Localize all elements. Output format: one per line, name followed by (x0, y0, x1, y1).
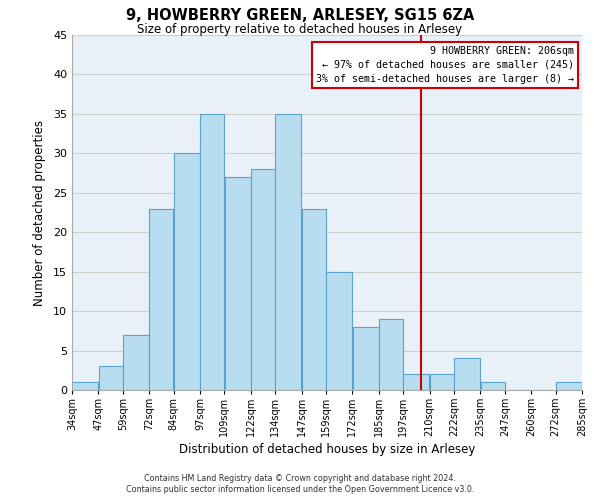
Bar (379, 319, 403, 390)
Bar (98, 366, 122, 390)
Text: 9 HOWBERRY GREEN: 206sqm
← 97% of detached houses are smaller (245)
3% of semi-d: 9 HOWBERRY GREEN: 206sqm ← 97% of detach… (316, 46, 574, 84)
Text: Size of property relative to detached houses in Arlesey: Size of property relative to detached ho… (137, 22, 463, 36)
Y-axis label: Number of detached properties: Number of detached properties (33, 120, 46, 306)
Bar (430, 374, 454, 390)
Text: 9, HOWBERRY GREEN, ARLESEY, SG15 6ZA: 9, HOWBERRY GREEN, ARLESEY, SG15 6ZA (126, 8, 474, 22)
Bar (200, 114, 224, 390)
Bar (174, 154, 200, 390)
Bar (251, 169, 275, 390)
Bar (302, 208, 326, 390)
Bar (224, 177, 251, 390)
Bar (403, 374, 430, 390)
X-axis label: Distribution of detached houses by size in Arlesey: Distribution of detached houses by size … (179, 444, 475, 456)
Bar (326, 272, 352, 390)
Bar (149, 208, 173, 390)
Bar (72, 382, 98, 390)
Bar (353, 327, 379, 390)
Bar (454, 358, 480, 390)
Bar (123, 335, 149, 390)
Text: Contains HM Land Registry data © Crown copyright and database right 2024.
Contai: Contains HM Land Registry data © Crown c… (126, 474, 474, 494)
Bar (556, 382, 582, 390)
Bar (481, 382, 505, 390)
Bar (275, 114, 301, 390)
